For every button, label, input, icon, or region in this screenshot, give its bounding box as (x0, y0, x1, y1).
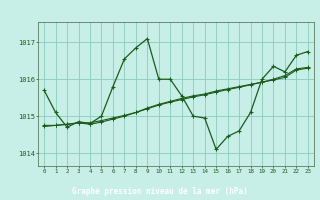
Text: Graphe pression niveau de la mer (hPa): Graphe pression niveau de la mer (hPa) (72, 186, 248, 196)
